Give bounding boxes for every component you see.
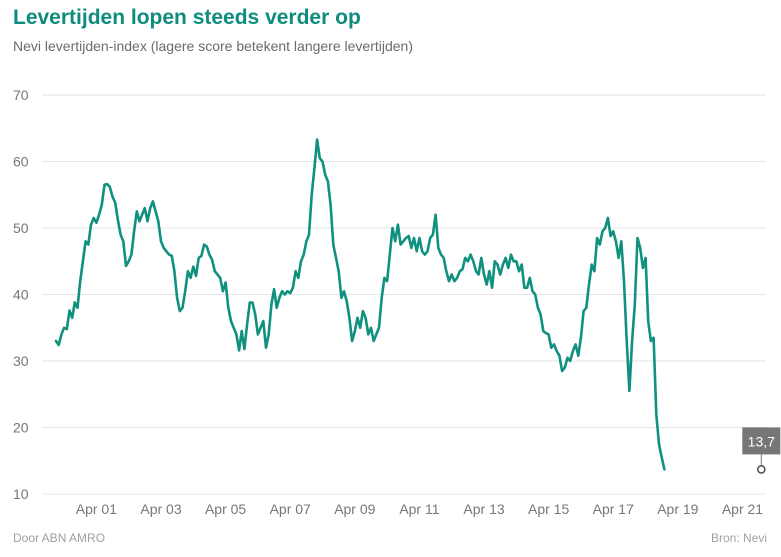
chart-subtitle: Nevi levertijden-index (lagere score bet… xyxy=(13,38,413,54)
y-tick-label-20: 20 xyxy=(13,420,29,436)
x-tick-label: Apr 21 xyxy=(722,501,763,517)
x-axis-ticks: Apr 01 Apr 03 Apr 05 Apr 07 Apr 09 Apr 11 Apr … xyxy=(76,501,764,517)
x-tick-label: Apr 15 xyxy=(528,501,569,517)
series-line-levertijden-index xyxy=(54,138,666,471)
x-tick-label: Apr 03 xyxy=(140,501,181,517)
y-tick-label-40: 40 xyxy=(13,287,29,303)
x-tick-label: Apr 19 xyxy=(657,501,698,517)
x-tick-label: Apr 07 xyxy=(270,501,311,517)
gridlines xyxy=(42,94,766,495)
x-tick-label: Apr 09 xyxy=(334,501,375,517)
annotation-label: 13,7 xyxy=(748,433,775,449)
y-tick-label-60: 60 xyxy=(13,154,29,170)
credit-text: Door ABN AMRO xyxy=(13,531,106,545)
y-axis-ticks: 10 20 30 40 50 60 70 xyxy=(13,87,29,502)
y-tick-label-30: 30 xyxy=(13,353,29,369)
x-tick-label: Apr 11 xyxy=(399,501,439,517)
x-tick-label: Apr 17 xyxy=(593,501,634,517)
source-text: Bron: Nevi xyxy=(710,531,767,545)
x-tick-label: Apr 01 xyxy=(76,501,117,517)
last-value-marker xyxy=(756,464,766,474)
x-tick-label: Apr 05 xyxy=(205,501,246,517)
y-tick-label-50: 50 xyxy=(13,220,29,236)
annotation-box xyxy=(742,427,781,455)
y-tick-label-10: 10 xyxy=(13,486,29,502)
last-value-annotation: 13,7 xyxy=(742,427,781,474)
y-tick-label-70: 70 xyxy=(13,87,29,103)
chart-title: Levertijden lopen steeds verder op xyxy=(13,6,361,29)
x-tick-label: Apr 13 xyxy=(463,501,504,517)
